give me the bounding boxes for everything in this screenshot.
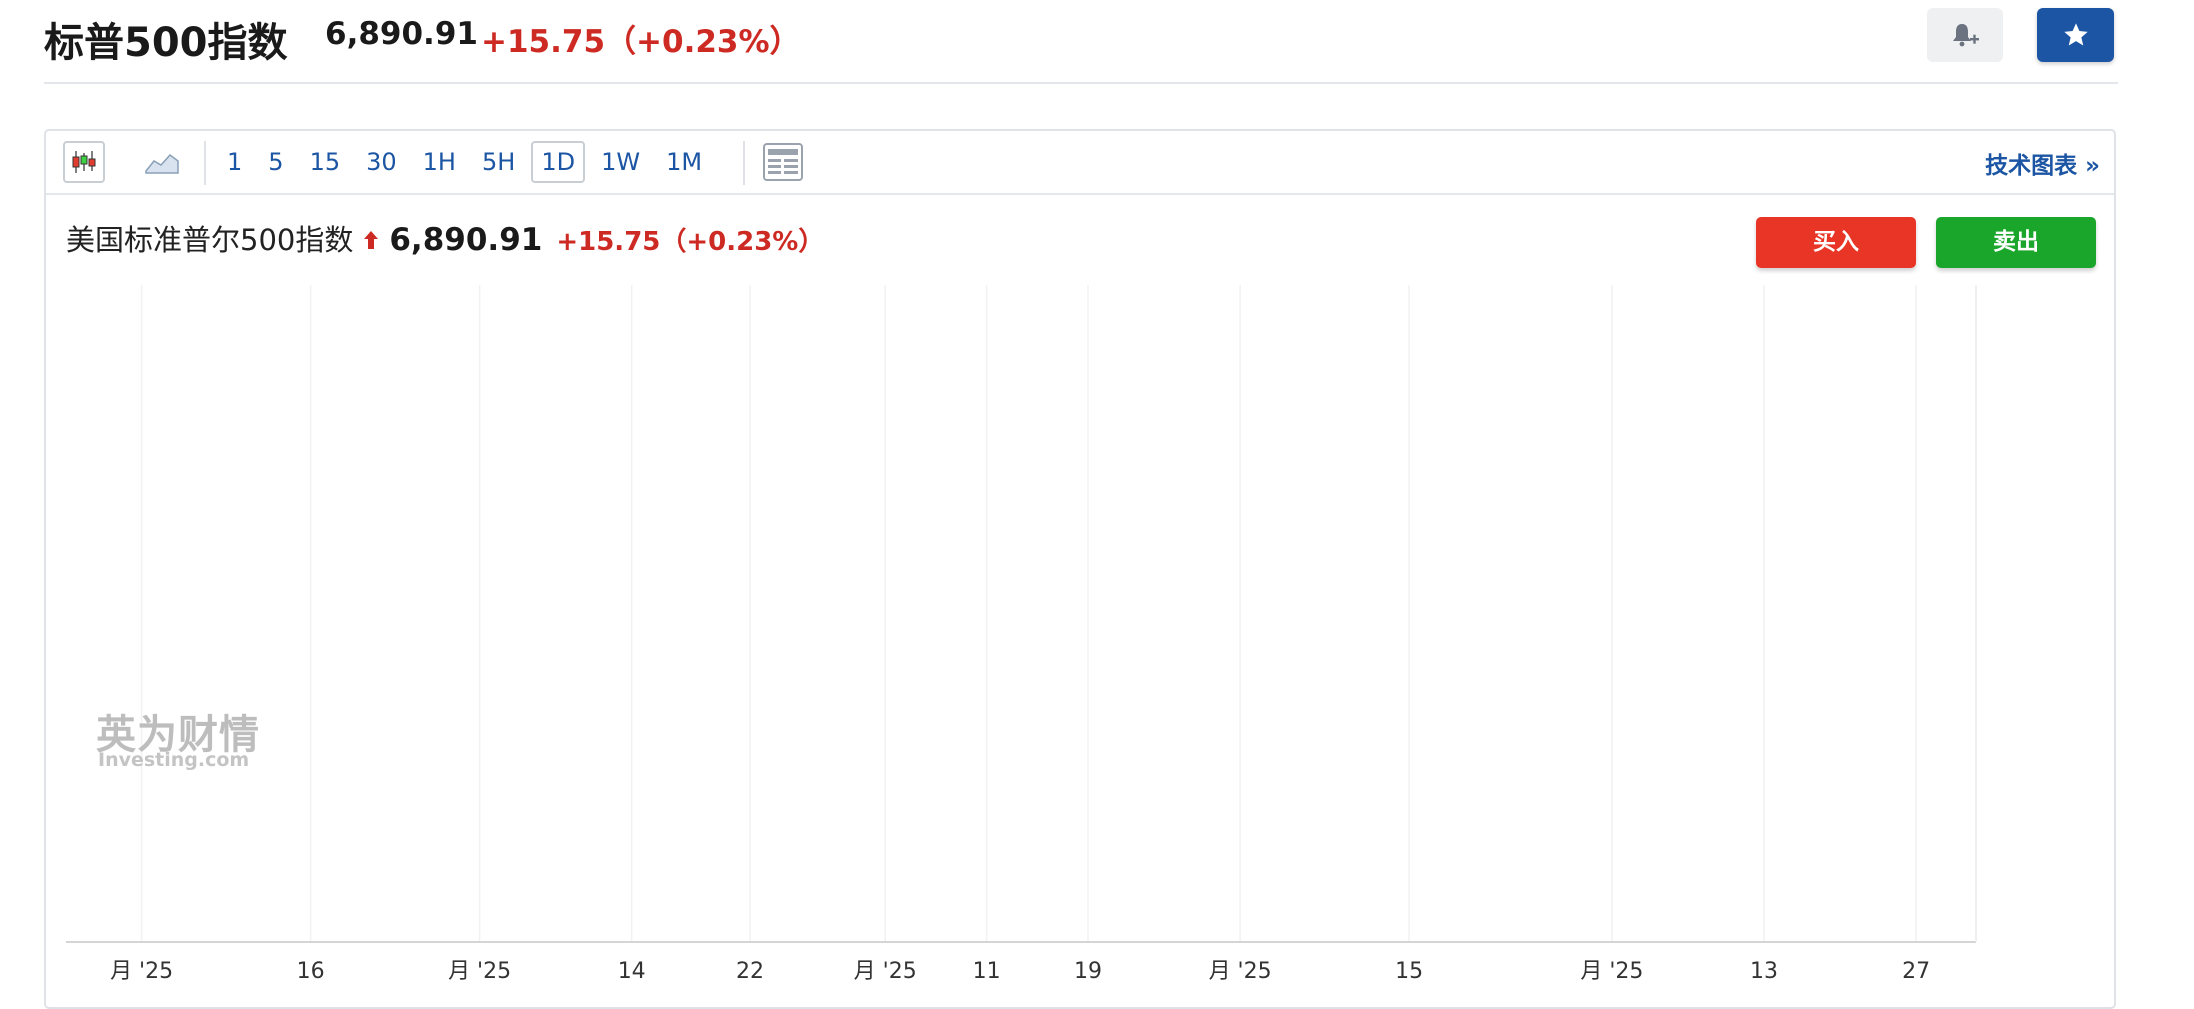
x-tick-label: 14 bbox=[618, 959, 646, 984]
x-tick-label: 19 bbox=[1074, 959, 1102, 984]
interval-1m[interactable]: 1M bbox=[666, 148, 703, 176]
page-title: 标普500指数 bbox=[44, 20, 288, 66]
watermark-logo-cn: 英为财情 bbox=[96, 712, 260, 758]
x-tick-label: 15 bbox=[1395, 959, 1423, 984]
watermark-logo-en: Investing.com bbox=[98, 749, 250, 771]
x-tick-label: 13 bbox=[1750, 959, 1778, 984]
x-tick-label: 月 '25 bbox=[110, 959, 173, 984]
add-to-watchlist-button[interactable] bbox=[2037, 8, 2114, 62]
x-tick-label: 22 bbox=[736, 959, 764, 984]
technical-chart-link[interactable]: 技术图表 » bbox=[1985, 153, 2100, 179]
candlestick-icon bbox=[72, 151, 96, 173]
sell-button[interactable]: 卖出 bbox=[1936, 217, 2096, 268]
instrument-change: +15.75（+0.23%） bbox=[556, 227, 825, 257]
toolbar-divider bbox=[743, 141, 745, 185]
toolbar-divider bbox=[204, 141, 206, 185]
instrument-name: 美国标准普尔500指数 bbox=[66, 223, 354, 257]
interval-1h[interactable]: 1H bbox=[422, 148, 456, 176]
layout-button[interactable] bbox=[762, 141, 804, 183]
interval-1[interactable]: 1 bbox=[227, 148, 243, 176]
up-arrow-icon bbox=[363, 230, 379, 254]
interval-15[interactable]: 15 bbox=[309, 148, 341, 176]
instrument-price: 6,890.91 bbox=[389, 222, 543, 258]
interval-5h[interactable]: 5H bbox=[481, 148, 516, 176]
interval-1d[interactable]: 1D bbox=[531, 141, 586, 183]
header-change: +15.75（+0.23%） bbox=[481, 24, 801, 60]
interval-1w[interactable]: 1W bbox=[601, 148, 641, 176]
area-type-button[interactable] bbox=[141, 141, 183, 183]
x-tick-label: 16 bbox=[297, 959, 325, 984]
layout-icon bbox=[763, 143, 803, 181]
chart-toolbar: 1 5 15 30 1H 5H 1D 1W 1M 技术图表 » bbox=[46, 131, 2114, 195]
interval-30[interactable]: 30 bbox=[366, 148, 397, 176]
header-price: 6,890.91 bbox=[325, 16, 478, 52]
interval-5[interactable]: 5 bbox=[268, 148, 284, 176]
candlestick-type-button[interactable] bbox=[63, 141, 105, 183]
instrument-summary: 美国标准普尔500指数 6,890.91 +15.75（+0.23%） bbox=[66, 217, 824, 259]
buy-button[interactable]: 买入 bbox=[1756, 217, 1916, 268]
x-tick-label: 月 '25 bbox=[1209, 959, 1272, 984]
add-alert-button[interactable] bbox=[1927, 8, 2003, 62]
quote-header: 标普500指数 6,890.91 +15.75（+0.23%） bbox=[44, 0, 2118, 84]
x-tick-label: 月 '25 bbox=[448, 959, 511, 984]
x-tick-label: 月 '25 bbox=[1580, 959, 1643, 984]
bell-plus-icon bbox=[1953, 24, 1979, 47]
x-tick-label: 月 '25 bbox=[854, 959, 917, 984]
x-tick-label: 11 bbox=[973, 959, 1001, 984]
x-tick-label: 27 bbox=[1902, 959, 1930, 984]
star-icon bbox=[2063, 23, 2088, 46]
area-chart-icon bbox=[145, 153, 179, 174]
interval-selector: 1 5 15 30 1H 5H 1D 1W 1M bbox=[217, 141, 718, 183]
